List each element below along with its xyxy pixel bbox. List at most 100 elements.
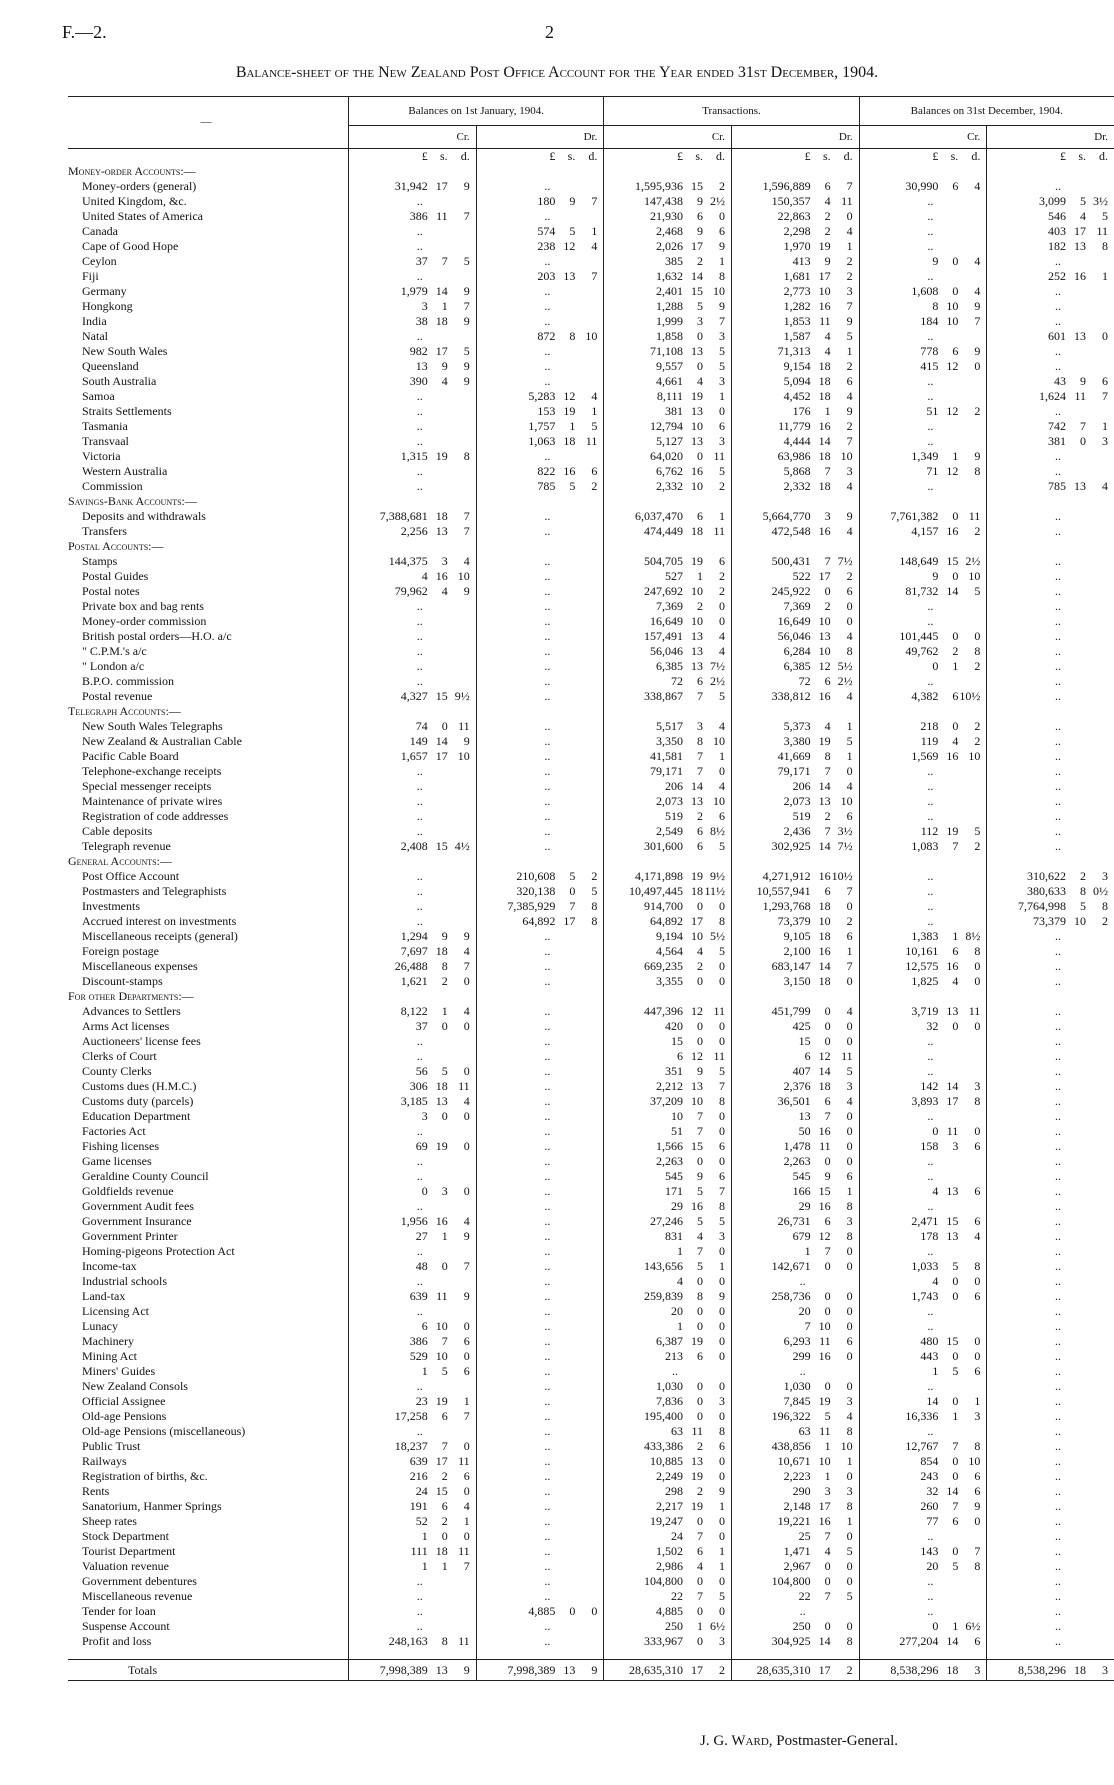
pounds: 247,692 xyxy=(644,584,683,598)
section-header-row: General Accounts:— xyxy=(68,854,1114,869)
row-label: Ceylon xyxy=(68,254,349,269)
pounds: 37 xyxy=(415,1019,428,1033)
pence: 1 xyxy=(974,1394,981,1408)
amount-cell: .. xyxy=(986,1214,1114,1229)
row-label-text: Special messenger receipts xyxy=(82,779,212,793)
row-label-text: Discount-stamps xyxy=(82,974,163,988)
amount-cell: 451,799 0 4 xyxy=(731,1004,860,1019)
row-label-text: New South Wales Telegraphs xyxy=(82,719,223,733)
row-label-text: Cable deposits xyxy=(82,824,153,838)
empty-value: .. xyxy=(1055,344,1061,358)
pounds: 9 xyxy=(932,254,939,268)
pounds: 1,608 xyxy=(911,284,939,298)
empty-value: .. xyxy=(416,1244,423,1258)
shilling-unit: s. xyxy=(695,149,703,163)
amount-cell: .. xyxy=(986,1094,1114,1109)
row-label: Discount-stamps xyxy=(68,974,349,989)
pence: 8 xyxy=(846,1634,853,1648)
amount-cell: 149 14 9 xyxy=(348,734,477,749)
shillings: 4 xyxy=(824,719,831,733)
pence: 2 xyxy=(846,254,853,268)
amount-cell: 2,263 0 0 xyxy=(603,1154,732,1169)
amount-cell: 277,204 14 6 xyxy=(858,1634,987,1649)
amount-cell: 4 16 10 xyxy=(348,569,477,584)
shillings: 0 xyxy=(697,974,703,988)
pounds: 195,400 xyxy=(644,1409,683,1423)
amount-cell: .. xyxy=(986,1244,1114,1259)
pounds: 56,046 xyxy=(650,644,683,658)
pounds: 1,853 xyxy=(783,314,811,328)
row-label-text: Samoa xyxy=(82,389,115,403)
column-header: Dr. xyxy=(475,125,604,149)
empty-value: .. xyxy=(1055,1289,1061,1303)
amount-cell: .. xyxy=(986,1484,1114,1499)
shillings: 19 xyxy=(563,404,576,418)
amount-cell: 443 0 0 xyxy=(858,1349,987,1364)
empty-cell xyxy=(475,704,604,719)
amount-cell: .. xyxy=(475,1214,604,1229)
amount-cell: .. xyxy=(475,1259,604,1274)
pence: 6½ xyxy=(710,1619,725,1633)
empty-value: .. xyxy=(416,269,423,283)
pounds: 2,549 xyxy=(656,824,683,838)
shillings: 13 xyxy=(691,344,703,358)
pounds: 320,138 xyxy=(516,884,556,898)
empty-value: .. xyxy=(544,284,551,298)
pounds: 7,764,998 xyxy=(1018,899,1066,913)
pence: 6 xyxy=(719,1439,725,1453)
row-label-text: Foreign postage xyxy=(82,944,159,958)
empty-value: .. xyxy=(416,914,423,928)
empty-value: .. xyxy=(1055,929,1061,943)
amount-cell: 4 13 6 xyxy=(858,1184,987,1199)
pounds: 4 xyxy=(932,1184,939,1198)
amount-cell: 41,669 8 1 xyxy=(731,749,860,764)
amount-cell: .. xyxy=(986,614,1114,629)
empty-value: .. xyxy=(544,524,551,538)
pounds: 13 xyxy=(798,1109,811,1123)
amount-cell: 13 7 0 xyxy=(731,1109,860,1124)
pence: 6 xyxy=(463,1364,470,1378)
amount-cell: .. xyxy=(858,1529,987,1544)
pence-unit: d. xyxy=(971,149,981,163)
pence: 4 xyxy=(463,1094,470,1108)
amount-cell: 2,408 15 4½ xyxy=(348,839,477,854)
amount-cell: 6,385 12 5½ xyxy=(731,659,860,674)
amount-cell: 216 2 6 xyxy=(348,1469,477,1484)
amount-cell: .. xyxy=(475,1094,604,1109)
shillings: 3 xyxy=(824,509,831,523)
amount-cell: 56 5 0 xyxy=(348,1064,477,1079)
amount-cell: 2,468 9 6 xyxy=(603,224,732,239)
pence: 1 xyxy=(846,239,853,253)
shillings: 5 xyxy=(697,1259,703,1273)
empty-value: .. xyxy=(1055,1544,1061,1558)
pounds: 2,256 xyxy=(400,524,428,538)
pounds: 1 xyxy=(421,1364,428,1378)
pounds: 7,998,389 xyxy=(379,1662,428,1677)
row-label-text: Old-age Pensions (miscellaneous) xyxy=(82,1424,246,1438)
pounds: 203 xyxy=(537,269,556,283)
amount-cell: 472,548 16 4 xyxy=(731,524,860,539)
pence: 3 xyxy=(846,284,853,298)
pounds: 1 xyxy=(804,1244,811,1258)
pence: 4 xyxy=(846,1004,853,1018)
pence: 8 xyxy=(719,914,725,928)
amount-cell: 30,990 6 4 xyxy=(858,179,987,194)
pence: 3 xyxy=(719,329,725,343)
amount-cell: .. xyxy=(348,1154,477,1169)
empty-value: .. xyxy=(544,1274,551,1288)
row-label-text: Suspense Account xyxy=(82,1619,170,1633)
amount-cell: 5,127 13 3 xyxy=(603,434,732,449)
row-label-text: Straits Settlements xyxy=(82,404,172,418)
pence: 5 xyxy=(974,584,981,598)
amount-cell: .. xyxy=(986,1634,1114,1649)
shillings: 0 xyxy=(952,284,959,298)
row-label-text: New South Wales xyxy=(82,344,168,358)
pounds: 9 xyxy=(932,569,939,583)
empty-value: .. xyxy=(544,659,551,673)
pence-unit: d. xyxy=(460,149,470,163)
amount-cell: .. xyxy=(475,1499,604,1514)
amount-cell: .. xyxy=(475,1109,604,1124)
pounds: 310,622 xyxy=(1027,869,1066,883)
pounds: 6,385 xyxy=(783,659,811,673)
